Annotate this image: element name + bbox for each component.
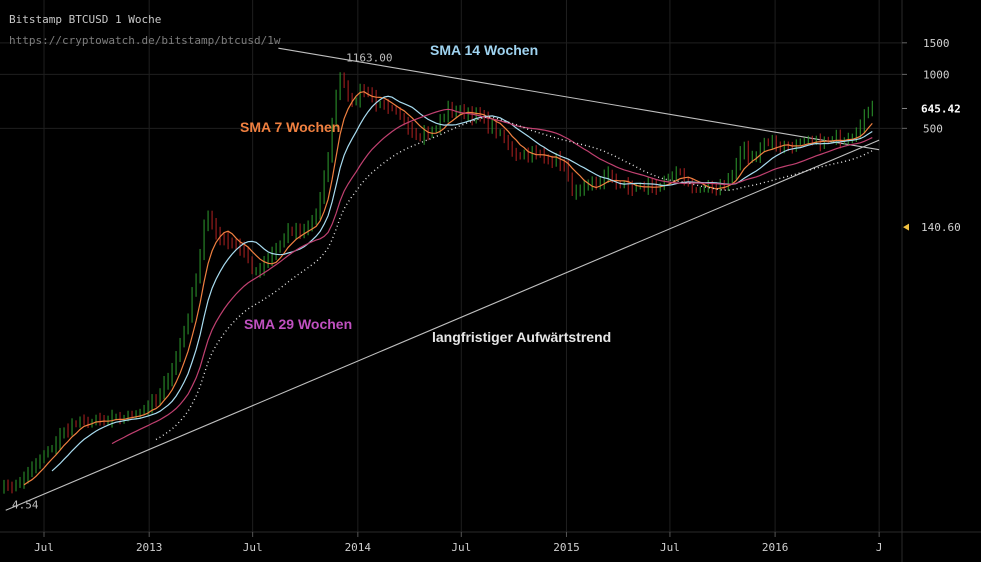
price-marker <box>903 223 909 231</box>
x-tick-label: 2013 <box>136 541 163 554</box>
sma7-line <box>23 91 873 486</box>
annotation-sma29: SMA 29 Wochen <box>244 316 353 332</box>
annotation-uptrend: langfristiger Aufwärtstrend <box>432 329 612 345</box>
sma29-line <box>111 108 873 445</box>
low-label: 4.54 <box>12 498 39 511</box>
trendline-2 <box>278 47 880 151</box>
trendline-1 <box>5 139 880 511</box>
x-tick-label: Jul <box>660 541 680 554</box>
x-tick-label: J <box>876 541 883 554</box>
sma14-line <box>51 95 873 472</box>
x-tick-label: Jul <box>34 541 54 554</box>
y-tick-label: 1500 <box>923 37 950 50</box>
chart-url[interactable]: https://cryptowatch.de/bitstamp/btcusd/1… <box>9 34 281 47</box>
last-price-label: 645.42 <box>921 102 961 115</box>
y-tick-label: 1000 <box>923 68 950 81</box>
x-tick-label: Jul <box>451 541 471 554</box>
chart-grid <box>0 0 902 532</box>
x-tick-label: 2014 <box>345 541 372 554</box>
high-label: 1163.00 <box>346 52 392 65</box>
moving-averages <box>23 91 873 486</box>
dotted-average-line <box>155 116 873 441</box>
x-tick-label: Jul <box>243 541 263 554</box>
chart-title: Bitstamp BTCUSD 1 Woche <box>9 13 162 26</box>
candles <box>3 72 873 494</box>
price-label-marker: 140.60 <box>921 221 961 234</box>
x-tick-label: 2015 <box>553 541 580 554</box>
annotation-sma7: SMA 7 Wochen <box>240 119 341 135</box>
trendlines <box>5 47 880 511</box>
x-tick-label: 2016 <box>762 541 789 554</box>
y-tick-label: 500 <box>923 122 943 135</box>
annotation-sma14: SMA 14 Wochen <box>430 42 539 58</box>
